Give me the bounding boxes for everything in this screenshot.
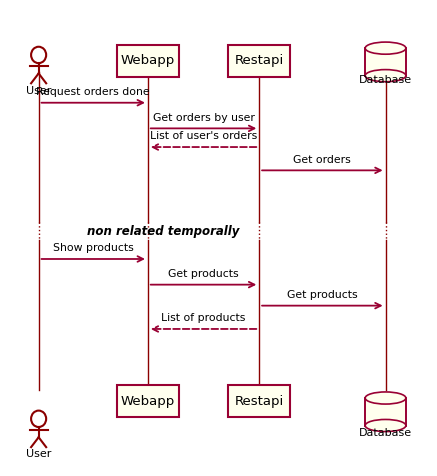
Text: Restapi: Restapi (235, 54, 284, 67)
Text: non related temporally: non related temporally (87, 225, 239, 238)
FancyBboxPatch shape (117, 45, 179, 77)
Text: Request orders done: Request orders done (36, 87, 150, 97)
Ellipse shape (365, 69, 406, 82)
Ellipse shape (365, 419, 406, 432)
Text: User: User (26, 449, 51, 459)
Text: User: User (26, 86, 51, 96)
FancyBboxPatch shape (228, 386, 290, 417)
Text: Restapi: Restapi (235, 395, 284, 408)
Text: List of user's orders: List of user's orders (150, 131, 257, 141)
Text: Get products: Get products (168, 269, 239, 279)
Text: List of products: List of products (161, 313, 246, 323)
Text: Get orders by user: Get orders by user (153, 113, 254, 123)
Text: Get orders: Get orders (294, 155, 351, 165)
Text: Get products: Get products (287, 290, 357, 300)
Text: Database: Database (359, 75, 412, 85)
Text: Show products: Show products (53, 243, 134, 253)
Ellipse shape (365, 42, 406, 54)
Ellipse shape (365, 392, 406, 404)
Text: Webapp: Webapp (121, 54, 175, 67)
Text: Database: Database (359, 428, 412, 438)
FancyBboxPatch shape (117, 386, 179, 417)
Bar (365, 398, 406, 426)
Text: Webapp: Webapp (121, 395, 175, 408)
FancyBboxPatch shape (228, 45, 290, 77)
Bar (365, 48, 406, 76)
